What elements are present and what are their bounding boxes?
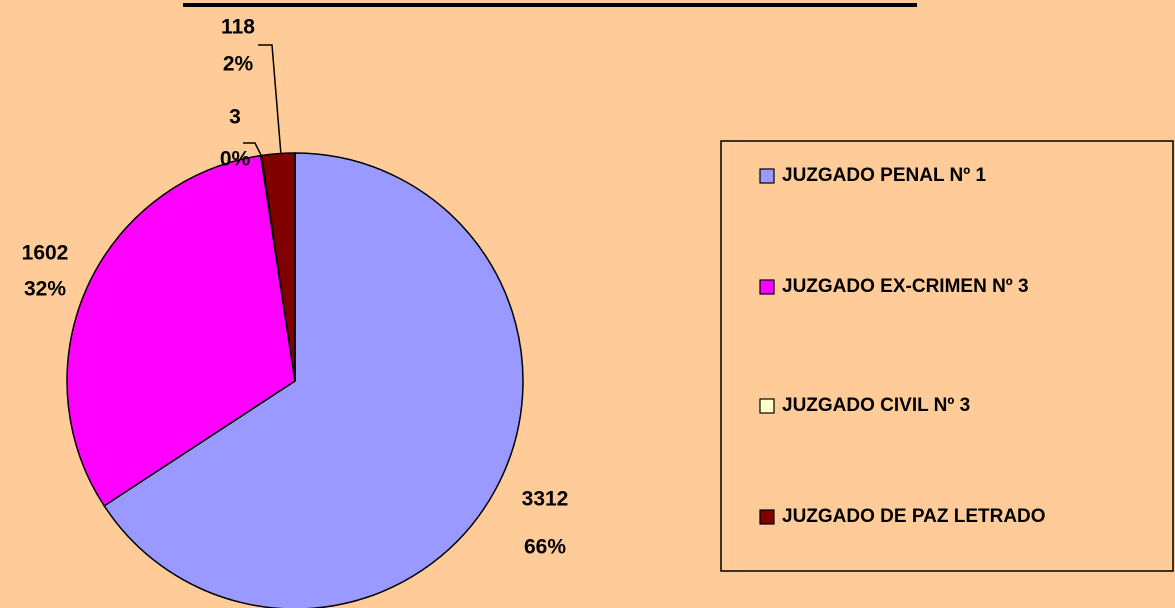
leader-line [258, 44, 282, 156]
legend-box [720, 140, 1174, 572]
legend-label: JUZGADO PENAL Nº 1 [782, 165, 986, 186]
value-label: 118 [221, 16, 255, 39]
legend-label: JUZGADO CIVIL Nº 3 [782, 395, 970, 416]
legend-swatch [759, 168, 775, 184]
legend-swatch [759, 398, 775, 414]
value-label: 3312 [522, 488, 569, 511]
percent-label: 32% [24, 278, 66, 301]
pie-slice [66, 154, 296, 507]
legend-swatch [759, 279, 775, 295]
pie-slice [103, 152, 524, 608]
legend-label: JUZGADO DE PAZ LETRADO [782, 506, 1046, 527]
percent-label: 0% [220, 148, 251, 171]
value-label: 1602 [22, 242, 69, 265]
percent-label: 66% [524, 536, 566, 559]
legend-label: JUZGADO EX-CRIMEN Nº 3 [782, 276, 1029, 297]
legend-swatch [759, 509, 775, 525]
title-underline [183, 3, 917, 7]
leader-line [243, 142, 262, 156]
pie-slice [260, 152, 296, 382]
percent-label: 2% [223, 53, 254, 76]
value-label: 3 [229, 106, 241, 129]
